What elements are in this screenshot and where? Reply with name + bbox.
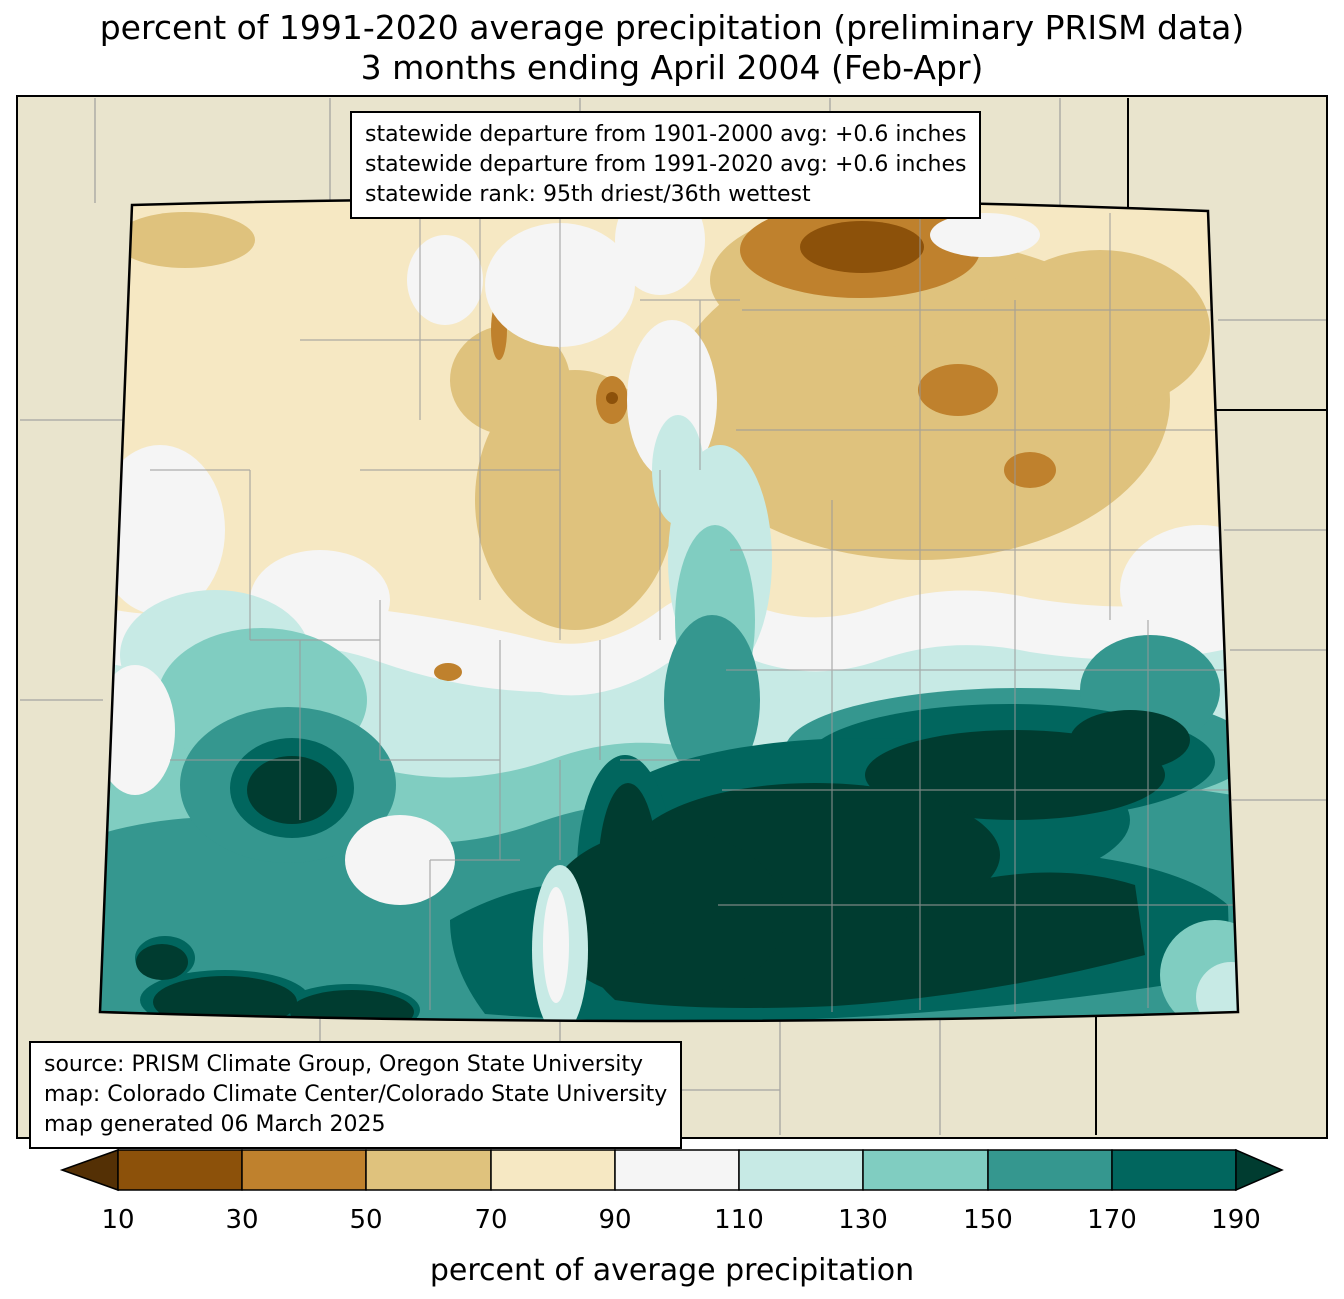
colorado-county-lines — [150, 210, 1233, 1012]
source-attribution-box: source: PRISM Climate Group, Oregon Stat… — [29, 1041, 683, 1149]
colorbar-bar — [59, 1148, 1284, 1192]
colorbar: 10 30 50 70 90 110 130 150 170 190 perce… — [59, 1148, 1284, 1288]
colorbar-tick: 10 — [101, 1205, 134, 1235]
colorbar-segment — [241, 1149, 367, 1191]
title-line-2: 3 months ending April 2004 (Feb-Apr) — [360, 48, 984, 88]
colorbar-tick: 130 — [838, 1205, 888, 1235]
colorbar-tick: 110 — [714, 1205, 764, 1235]
colorbar-tick: 170 — [1087, 1205, 1137, 1235]
colorbar-arrow-left — [59, 1148, 119, 1192]
colorbar-segment — [1111, 1149, 1237, 1191]
colorbar-segment — [490, 1149, 616, 1191]
colorbar-arrow-right — [1235, 1148, 1284, 1192]
colorbar-tick: 50 — [349, 1205, 382, 1235]
statewide-stats-box: statewide departure from 1901-2000 avg: … — [350, 111, 982, 219]
source-line: source: PRISM Climate Group, Oregon Stat… — [44, 1052, 644, 1077]
stat-line-departure-1901: statewide departure from 1901-2000 avg: … — [365, 122, 967, 147]
colorbar-segment — [365, 1149, 492, 1191]
colorbar-segment — [738, 1149, 864, 1191]
colorbar-segment — [117, 1149, 243, 1191]
colorbar-segment — [614, 1149, 740, 1191]
title-line-1: percent of 1991-2020 average precipitati… — [99, 8, 1245, 47]
colorado-contours — [100, 198, 1238, 1021]
colorado-precipitation-map — [18, 97, 1326, 1137]
map-credit-line: map: Colorado Climate Center/Colorado St… — [44, 1081, 668, 1107]
colorbar-tick: 90 — [598, 1205, 631, 1235]
colorbar-ticks: 10 30 50 70 90 110 130 150 170 190 — [101, 1205, 1260, 1235]
colorbar-tick: 70 — [474, 1205, 507, 1235]
colorbar-segment — [987, 1149, 1113, 1191]
colorbar-tick: 30 — [225, 1205, 258, 1235]
colorbar-segment — [862, 1149, 989, 1191]
generated-date-line: map generated 06 March 2025 — [44, 1111, 386, 1137]
page-title: percent of 1991-2020 average precipitati… — [0, 8, 1344, 89]
colorbar-tick: 190 — [1211, 1205, 1261, 1235]
stat-line-departure-1991: statewide departure from 1991-2020 avg: … — [365, 151, 967, 177]
stat-line-rank: statewide rank: 95th driest/36th wettest — [365, 181, 811, 207]
colorbar-tick: 150 — [963, 1205, 1013, 1235]
colorbar-label: percent of average precipitation — [430, 1253, 914, 1288]
